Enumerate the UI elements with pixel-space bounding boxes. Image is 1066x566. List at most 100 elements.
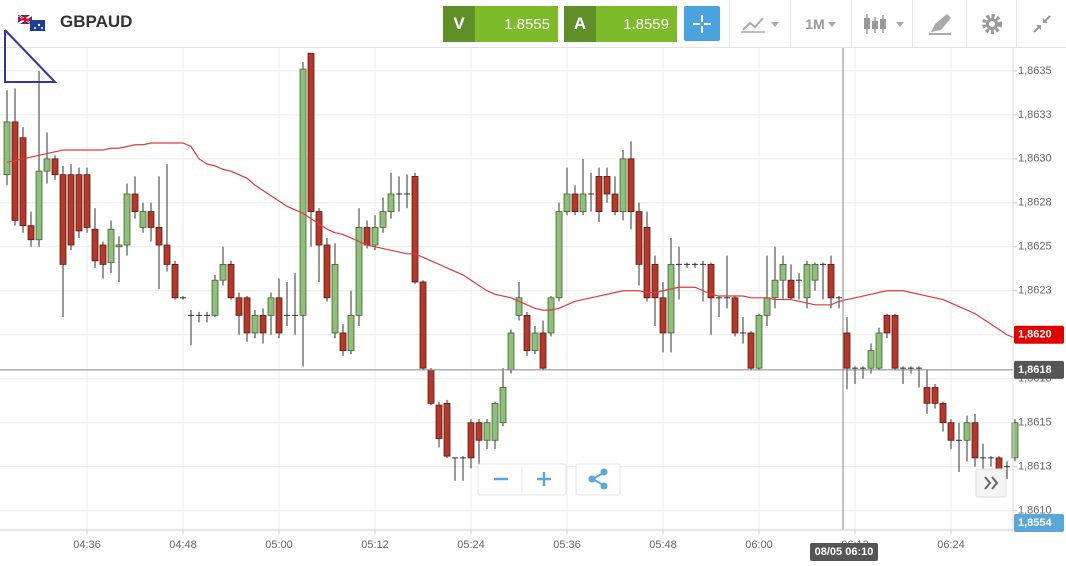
y-tick-label: 1,8628 (1018, 197, 1052, 209)
y-tick-label: 1,8633 (1018, 109, 1052, 121)
chart-type-icon (741, 16, 779, 33)
candle-body (747, 332, 755, 369)
candle-body (59, 174, 67, 265)
candle-body (355, 227, 363, 316)
candle-body (475, 422, 483, 441)
candle-body (315, 211, 323, 246)
candle-body (339, 332, 347, 351)
candle-body (971, 422, 979, 459)
x-tick-label: 05:12 (361, 539, 389, 551)
candle-body (883, 314, 891, 334)
candle-body (635, 211, 643, 265)
settings-button[interactable] (972, 0, 1012, 47)
candle-body (219, 263, 227, 281)
collapse-icon (1033, 14, 1051, 33)
y-tick-label: 1,8610 (1018, 505, 1052, 517)
timeframe-button[interactable]: 1M (796, 0, 848, 47)
scroll-latest-button[interactable] (975, 468, 1007, 498)
candle-body (43, 158, 51, 172)
candle-body (787, 279, 795, 299)
candle-body (347, 314, 355, 351)
candle-body (627, 158, 635, 212)
candle-body (531, 332, 539, 351)
draw-button[interactable] (918, 0, 962, 47)
candle-body (923, 387, 931, 404)
candle-body (331, 263, 339, 334)
sell-price: 1.8555 (475, 6, 558, 42)
buy-button[interactable]: A 1.8559 (564, 6, 677, 42)
candle-body (107, 228, 115, 264)
candle-body (467, 422, 475, 459)
candle-body (51, 158, 59, 176)
candle-body (147, 211, 155, 228)
share-button[interactable] (588, 468, 608, 490)
buy-label: A (564, 6, 596, 42)
moving-average (6, 142, 1016, 339)
candle-body (491, 402, 499, 441)
candle-body (483, 422, 491, 441)
candle-body (3, 121, 11, 176)
x-tick-label: 06:00 (745, 539, 773, 551)
candle-body (579, 193, 587, 212)
candle-body (387, 193, 395, 212)
candle-body (323, 244, 331, 299)
crosshair-button[interactable] (684, 6, 720, 41)
candle-body (411, 176, 419, 283)
zoom-in-button[interactable] (537, 472, 551, 486)
x-tick-label: 05:00 (265, 539, 293, 551)
symbol: GBPAUD (60, 12, 133, 31)
draw-icon (929, 13, 951, 35)
candle-body (91, 228, 99, 262)
header: GBPAUD V 1.8555 A 1.8559 1M (0, 0, 1066, 48)
chart-type-button[interactable] (735, 0, 787, 47)
sell-button[interactable]: V 1.8555 (443, 6, 558, 42)
candle-body (499, 387, 507, 424)
y-tick-label: 1,8635 (1018, 65, 1052, 77)
candle-body (867, 350, 875, 369)
candle-body (563, 193, 571, 212)
candle-body (259, 314, 267, 334)
candle-body (947, 422, 955, 441)
candle-body (123, 193, 131, 246)
candle-body (523, 314, 531, 351)
candle-body (11, 121, 19, 221)
zoom-controls (477, 463, 621, 496)
flag-icon (18, 15, 45, 31)
price-tag-label: 1,8620 (1018, 329, 1052, 341)
candle-body (667, 263, 675, 334)
candle-body (803, 263, 811, 299)
candle-body (611, 193, 619, 212)
y-tick-label: 1,8623 (1018, 285, 1052, 297)
buy-price: 1.8559 (596, 6, 677, 42)
share-panel (575, 463, 621, 496)
candle-body (1011, 422, 1019, 459)
candle-body (211, 279, 219, 316)
candle-body (155, 227, 163, 246)
candle-body (227, 263, 235, 299)
candle-body (659, 297, 667, 334)
x-tick-label: 05:24 (457, 539, 485, 551)
drawn-triangle[interactable] (4, 29, 58, 83)
separator (851, 0, 852, 47)
candle-body (427, 369, 435, 404)
price-tag-label: 1,8618 (1018, 364, 1052, 376)
candle-body (507, 332, 515, 371)
candle-style-button[interactable] (857, 0, 909, 47)
candle-body (939, 402, 947, 424)
candle-body (571, 193, 579, 212)
candle-body (547, 297, 555, 334)
separator (1016, 0, 1017, 47)
candle-body (163, 244, 171, 265)
candle-body (299, 68, 307, 316)
collapse-button[interactable] (1022, 0, 1062, 47)
y-tick-label: 1,8615 (1018, 417, 1052, 429)
candle-body (251, 314, 259, 334)
candle-body (75, 174, 83, 232)
separator (912, 0, 913, 47)
separator (790, 0, 791, 47)
bid-tag-label: 1,8554 (1018, 517, 1053, 529)
candle-body (379, 211, 387, 228)
candle-body (419, 281, 427, 369)
